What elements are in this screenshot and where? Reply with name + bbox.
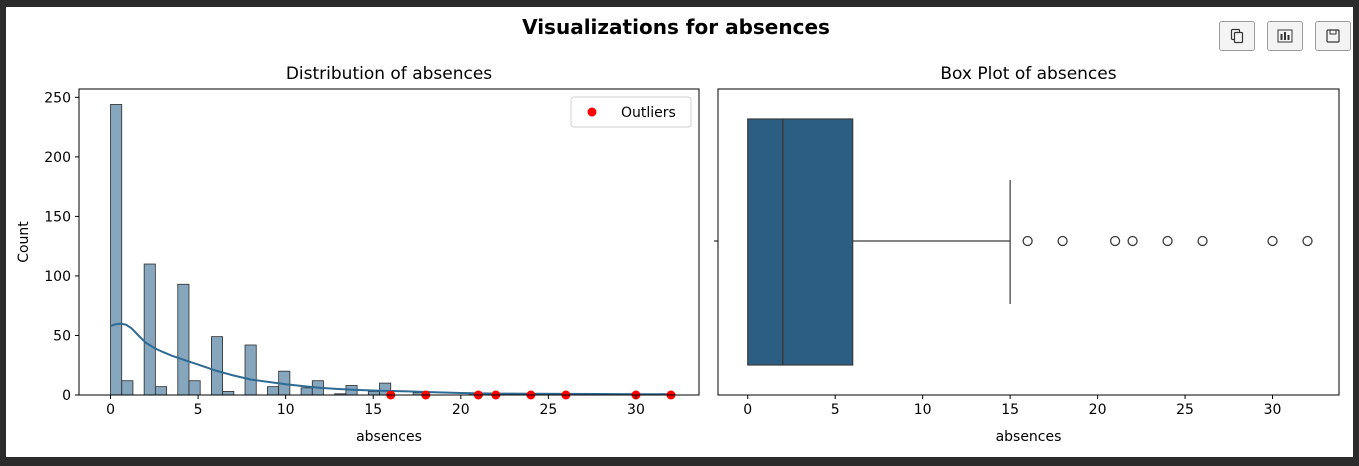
box-plot-x-label: absences	[996, 429, 1062, 445]
hist-bar-8	[244, 344, 257, 396]
flier-point-3	[1127, 235, 1138, 247]
figure-canvas: Visualizations for absences 0 5 10 15 20 25 30…	[16, 15, 1340, 445]
box-x-tick-label-6: 30	[1264, 402, 1282, 418]
box-plot-title: Box Plot of absences	[940, 64, 1116, 84]
figure-frame: Visualizations for absences 0 5 10 15 20 25 30…	[6, 7, 1353, 457]
y-tick-label-0: 0	[62, 388, 71, 404]
y-tick-label-5: 250	[44, 90, 71, 106]
save-icon	[1326, 29, 1340, 43]
hist-bar-7	[222, 391, 235, 396]
box-x-tick-label-3: 15	[1001, 402, 1019, 418]
figure-title: Visualizations for absences	[522, 15, 830, 39]
y-tick-label-1: 50	[53, 328, 71, 344]
histogram-title: Distribution of absences	[286, 64, 492, 84]
histogram-x-label: absences	[356, 429, 422, 445]
histogram-axes-frame	[78, 88, 700, 396]
hist-bar-1	[121, 380, 134, 396]
box-x-tick-label-0: 0	[743, 402, 752, 418]
flier-point-2	[1109, 235, 1121, 247]
x-tick-label-0: 0	[106, 402, 115, 418]
chart-button[interactable]	[1267, 21, 1303, 51]
legend-label: Outliers	[621, 105, 676, 121]
box-iqr	[747, 118, 854, 366]
flier-point-1	[1057, 235, 1068, 247]
hist-bar-2	[143, 263, 156, 396]
legend-marker	[587, 107, 597, 117]
hist-bar-3	[154, 386, 167, 396]
x-tick-label-5: 25	[539, 402, 557, 418]
y-tick-label-2: 100	[44, 269, 71, 285]
copy-icon	[1230, 28, 1244, 44]
y-tick-label-3: 150	[44, 209, 71, 225]
hist-bar-9	[267, 386, 280, 396]
box-plot-panel: 0 5 10 15 20 25 30 Box Plot of absences absences	[714, 64, 1340, 445]
flier-point-7	[1302, 235, 1313, 247]
bar-chart-icon	[1277, 29, 1293, 43]
box-x-tick-label-2: 10	[914, 402, 932, 418]
flier-point-4	[1162, 235, 1173, 247]
x-tick-label-2: 10	[277, 402, 295, 418]
hist-bar-15	[367, 391, 380, 396]
flier-point-6	[1267, 235, 1278, 247]
hist-bar-5	[188, 380, 201, 396]
box-plot-axes-frame	[717, 88, 1340, 396]
box-x-tick-label-1: 5	[831, 402, 840, 418]
x-tick-label-3: 15	[364, 402, 382, 418]
legend: Outliers	[570, 96, 692, 128]
save-button[interactable]	[1315, 21, 1351, 51]
hist-bar-0	[110, 104, 123, 396]
y-tick-label-4: 200	[44, 150, 71, 166]
box-x-tick-label-5: 25	[1176, 402, 1194, 418]
legend-box	[570, 96, 692, 128]
x-tick-label-1: 5	[194, 402, 203, 418]
box-x-tick-label-4: 20	[1089, 402, 1107, 418]
flier-point-5	[1197, 235, 1208, 247]
hist-bar-4	[177, 283, 190, 396]
histogram-y-label: Count	[16, 221, 32, 263]
copy-button[interactable]	[1219, 21, 1255, 51]
flier-point-0	[1022, 235, 1033, 247]
figure-toolbar	[1219, 21, 1351, 51]
hist-bar-6	[211, 336, 224, 396]
hist-bar-11	[300, 387, 313, 396]
x-tick-label-4: 20	[452, 402, 470, 418]
histogram-panel: 0 5 10 15 20 25 30 0 50 100 150 200 250 Distribution …	[16, 64, 700, 445]
x-tick-label-6: 30	[627, 402, 645, 418]
